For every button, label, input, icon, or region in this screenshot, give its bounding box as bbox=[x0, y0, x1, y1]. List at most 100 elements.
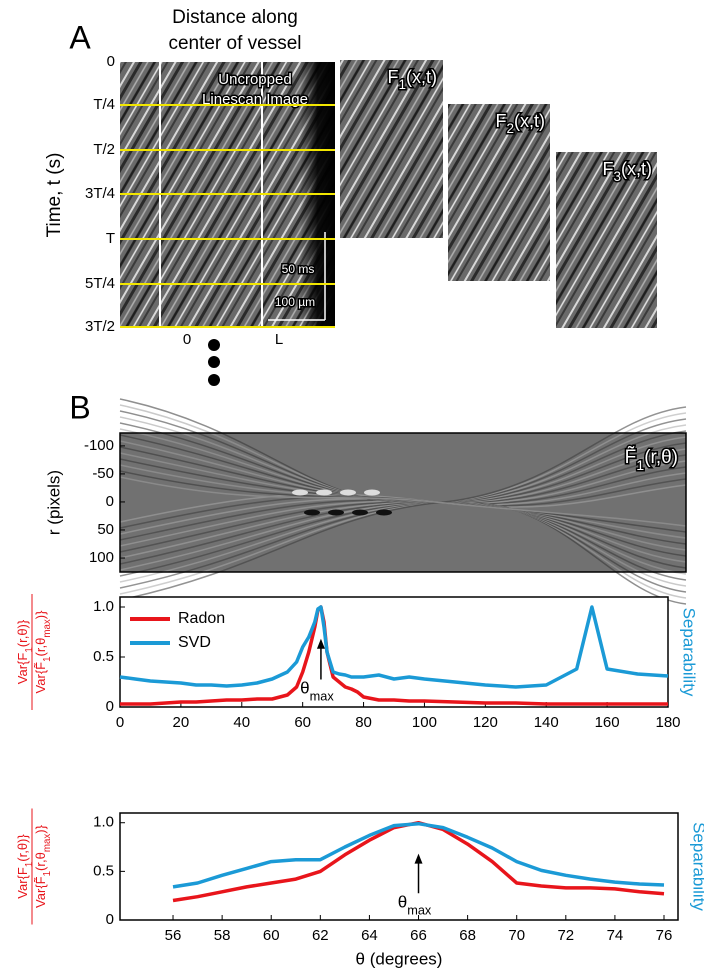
filtered-label-part: 2 bbox=[506, 121, 514, 136]
sinogram-stroke bbox=[119, 476, 687, 527]
filtered-label-part: (x,t) bbox=[621, 159, 652, 179]
y-axis-label: r (pixels) bbox=[44, 470, 63, 535]
image-title-part: 1 bbox=[636, 458, 644, 474]
filtered-label: F1(x,t) bbox=[387, 67, 437, 92]
scale-label: 100 µm bbox=[275, 295, 315, 309]
scale-label: 50 ms bbox=[282, 262, 315, 276]
sinogram-blob bbox=[376, 509, 392, 516]
plot-frame bbox=[119, 812, 679, 921]
sinogram-blob bbox=[340, 489, 356, 496]
x-tick-label: 140 bbox=[534, 714, 559, 731]
y-label-denominator-part: max bbox=[42, 834, 53, 853]
annotation-arrowhead bbox=[316, 638, 325, 649]
y-label-denominator: Var{F̃1(r,θmax)} bbox=[33, 824, 53, 908]
image-label: Uncropped bbox=[218, 71, 291, 88]
y-label-numerator-part: Var{F bbox=[15, 867, 30, 899]
y-title: Time, t (s) bbox=[44, 153, 65, 238]
filtered-image bbox=[556, 152, 657, 328]
x-tick-label: 180 bbox=[655, 714, 680, 731]
x-tick-label: 72 bbox=[557, 927, 574, 944]
sinogram-blob bbox=[328, 509, 344, 516]
x-title: Distance along bbox=[172, 7, 298, 28]
image-title-part: (r,θ) bbox=[644, 447, 678, 468]
y-tick-label: 0.5 bbox=[93, 648, 114, 665]
y-tick-label: 1.0 bbox=[93, 814, 114, 831]
filtered-label-part: (x,t) bbox=[514, 111, 545, 131]
series-line bbox=[172, 821, 665, 889]
series-line bbox=[119, 605, 669, 689]
filtered-label-part: (x,t) bbox=[406, 67, 437, 87]
sinogram-blob bbox=[364, 489, 380, 496]
annotation-part: max bbox=[310, 688, 335, 703]
x-tick-label: 70 bbox=[508, 927, 525, 944]
time-tick-label: 0 bbox=[107, 53, 115, 70]
filtered-label-part: 1 bbox=[398, 77, 406, 92]
y-label-denominator-part: 1 bbox=[42, 871, 53, 876]
y-label-denominator-part: )} bbox=[33, 610, 48, 619]
ellipsis-dot bbox=[208, 374, 220, 386]
plot-frame bbox=[119, 596, 669, 708]
panel-label: A bbox=[69, 19, 91, 55]
x-tick-label: 160 bbox=[595, 714, 620, 731]
y-tick-label: 1.0 bbox=[93, 598, 114, 615]
x-tick-label: 68 bbox=[459, 927, 476, 944]
filtered-label-part: F bbox=[602, 159, 613, 179]
x-title: center of vessel bbox=[168, 33, 301, 54]
sinogram-blob bbox=[292, 489, 308, 496]
annotation-part: max bbox=[407, 902, 432, 917]
sinogram-blob bbox=[352, 509, 368, 516]
x-tick-label: 60 bbox=[294, 714, 311, 731]
image-title-part: F̃ bbox=[625, 446, 637, 468]
y-label-denominator-part: 1 bbox=[42, 656, 53, 661]
annotation: θmax bbox=[300, 679, 334, 703]
time-tick-label: 3T/4 bbox=[85, 185, 115, 202]
filtered-image bbox=[448, 104, 550, 281]
sinogram-blob bbox=[304, 509, 320, 516]
ellipsis-dot bbox=[208, 356, 220, 368]
x-tick-label: 64 bbox=[361, 927, 378, 944]
legend-label: Radon bbox=[178, 610, 225, 627]
x-tick-label: 58 bbox=[214, 927, 231, 944]
x-tick-label: 100 bbox=[412, 714, 437, 731]
time-tick-label: T bbox=[106, 230, 115, 247]
x-tick-label: 60 bbox=[263, 927, 280, 944]
time-tick-label: T/4 bbox=[93, 96, 115, 113]
y-tick-label: 0.5 bbox=[93, 862, 114, 879]
y-tick-label: 50 bbox=[97, 521, 114, 538]
x-tick-label: 62 bbox=[312, 927, 329, 944]
x-tick-label: 40 bbox=[233, 714, 250, 731]
y-label-numerator-part: (r,θ)} bbox=[15, 834, 30, 862]
y-tick-label: -50 bbox=[92, 465, 114, 482]
x-tick-label: 0 bbox=[116, 714, 124, 731]
x-tick-label: 0 bbox=[183, 331, 191, 348]
plot-frame bbox=[119, 432, 687, 573]
y2-axis-label: Separability bbox=[680, 608, 699, 697]
y-label-denominator-part: (r,θ bbox=[33, 638, 48, 657]
y-label-denominator-part: )} bbox=[33, 824, 48, 833]
filtered-label-part: F bbox=[495, 111, 506, 131]
x-tick-label: 20 bbox=[173, 714, 190, 731]
y-label-numerator-part: 1 bbox=[24, 647, 35, 652]
y-label-denominator: Var{F̃1(r,θmax)} bbox=[33, 610, 53, 694]
filtered-label-part: 3 bbox=[613, 169, 621, 184]
x-tick-label: 76 bbox=[656, 927, 673, 944]
y-label-numerator: Var{F1(r,θ)} bbox=[15, 834, 35, 899]
y-label-denominator-part: max bbox=[42, 619, 53, 638]
y-tick-label: 0 bbox=[106, 493, 114, 510]
x-tick-label: 80 bbox=[355, 714, 372, 731]
y-tick-label: -100 bbox=[84, 437, 114, 454]
annotation-part: θ bbox=[398, 893, 407, 912]
y-tick-label: 0 bbox=[106, 698, 114, 715]
x-axis-label: θ (degrees) bbox=[356, 949, 443, 968]
y-label-denominator-part: (r,θ bbox=[33, 852, 48, 871]
sinogram-texture bbox=[119, 398, 687, 605]
y-label-denominator-part: Var{F̃ bbox=[33, 876, 48, 908]
annotation-arrowhead bbox=[414, 853, 423, 864]
x-tick-label: 66 bbox=[410, 927, 427, 944]
x-tick-label: 74 bbox=[607, 927, 624, 944]
image-title: F̃1(r,θ) bbox=[625, 446, 678, 474]
filtered-label-part: F bbox=[387, 67, 398, 87]
sinogram-blob bbox=[316, 489, 332, 496]
filtered-label: F3(x,t) bbox=[602, 159, 652, 184]
